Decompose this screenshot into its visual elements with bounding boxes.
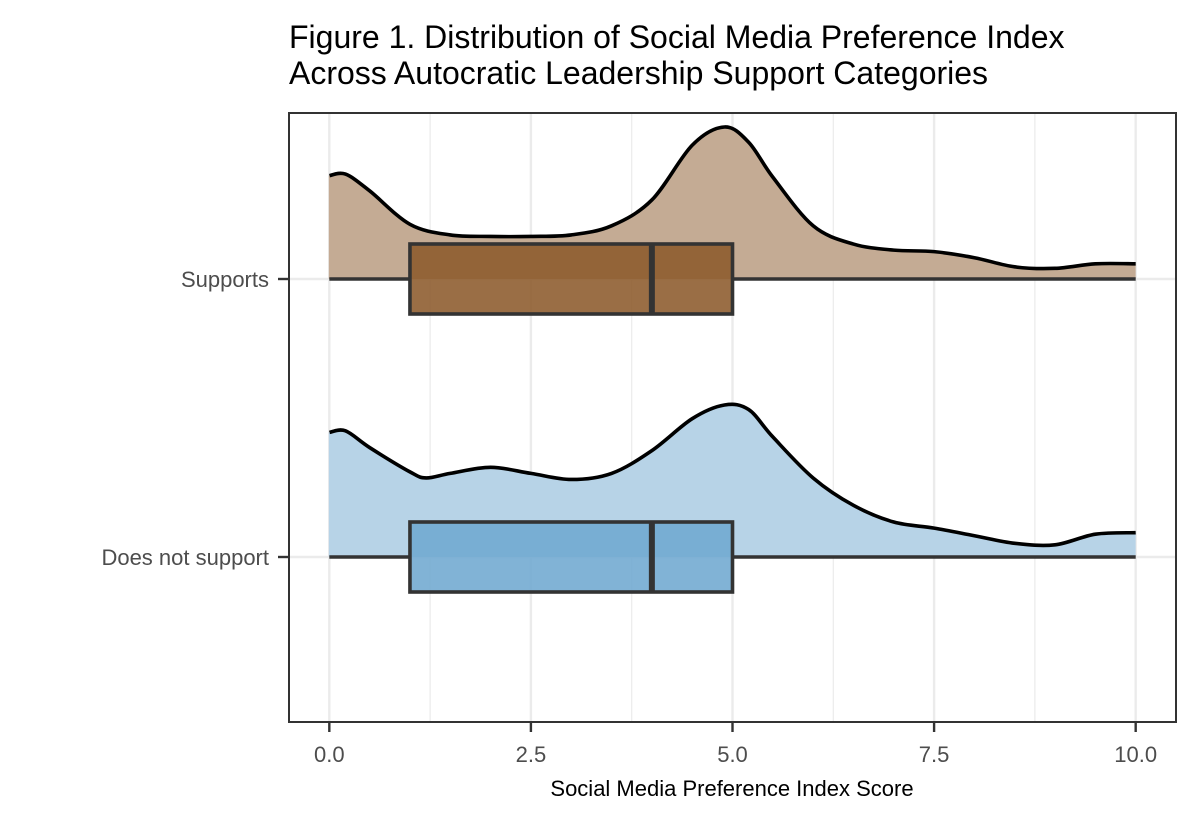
plot-area: Supports Does not support 0.0 2.5 5.0 7.5 10.0 — [101, 112, 1177, 767]
x-tick-label: 10.0 — [1114, 742, 1157, 767]
density-area — [329, 404, 1136, 557]
y-tick-label: Supports — [181, 267, 269, 292]
box-iqr — [408, 242, 735, 316]
density-outline — [328, 125, 1136, 271]
y-tick-label: Does not support — [101, 545, 269, 570]
group-does-not-support: Does not support — [101, 402, 1136, 594]
x-axis-title: Social Media Preference Index Score — [550, 776, 913, 801]
x-tick-label: 5.0 — [717, 742, 748, 767]
chart-title-line-1: Figure 1. Distribution of Social Media P… — [289, 19, 1065, 55]
x-tick-label: 7.5 — [919, 742, 950, 767]
group-supports: Supports — [181, 125, 1136, 316]
box-iqr — [408, 520, 735, 594]
x-tick-label: 0.0 — [314, 742, 345, 767]
density-area — [329, 126, 1136, 279]
x-tick-label: 2.5 — [516, 742, 547, 767]
density-outline — [328, 402, 1136, 548]
chart-title-line-2: Across Autocratic Leadership Support Cat… — [289, 55, 988, 91]
